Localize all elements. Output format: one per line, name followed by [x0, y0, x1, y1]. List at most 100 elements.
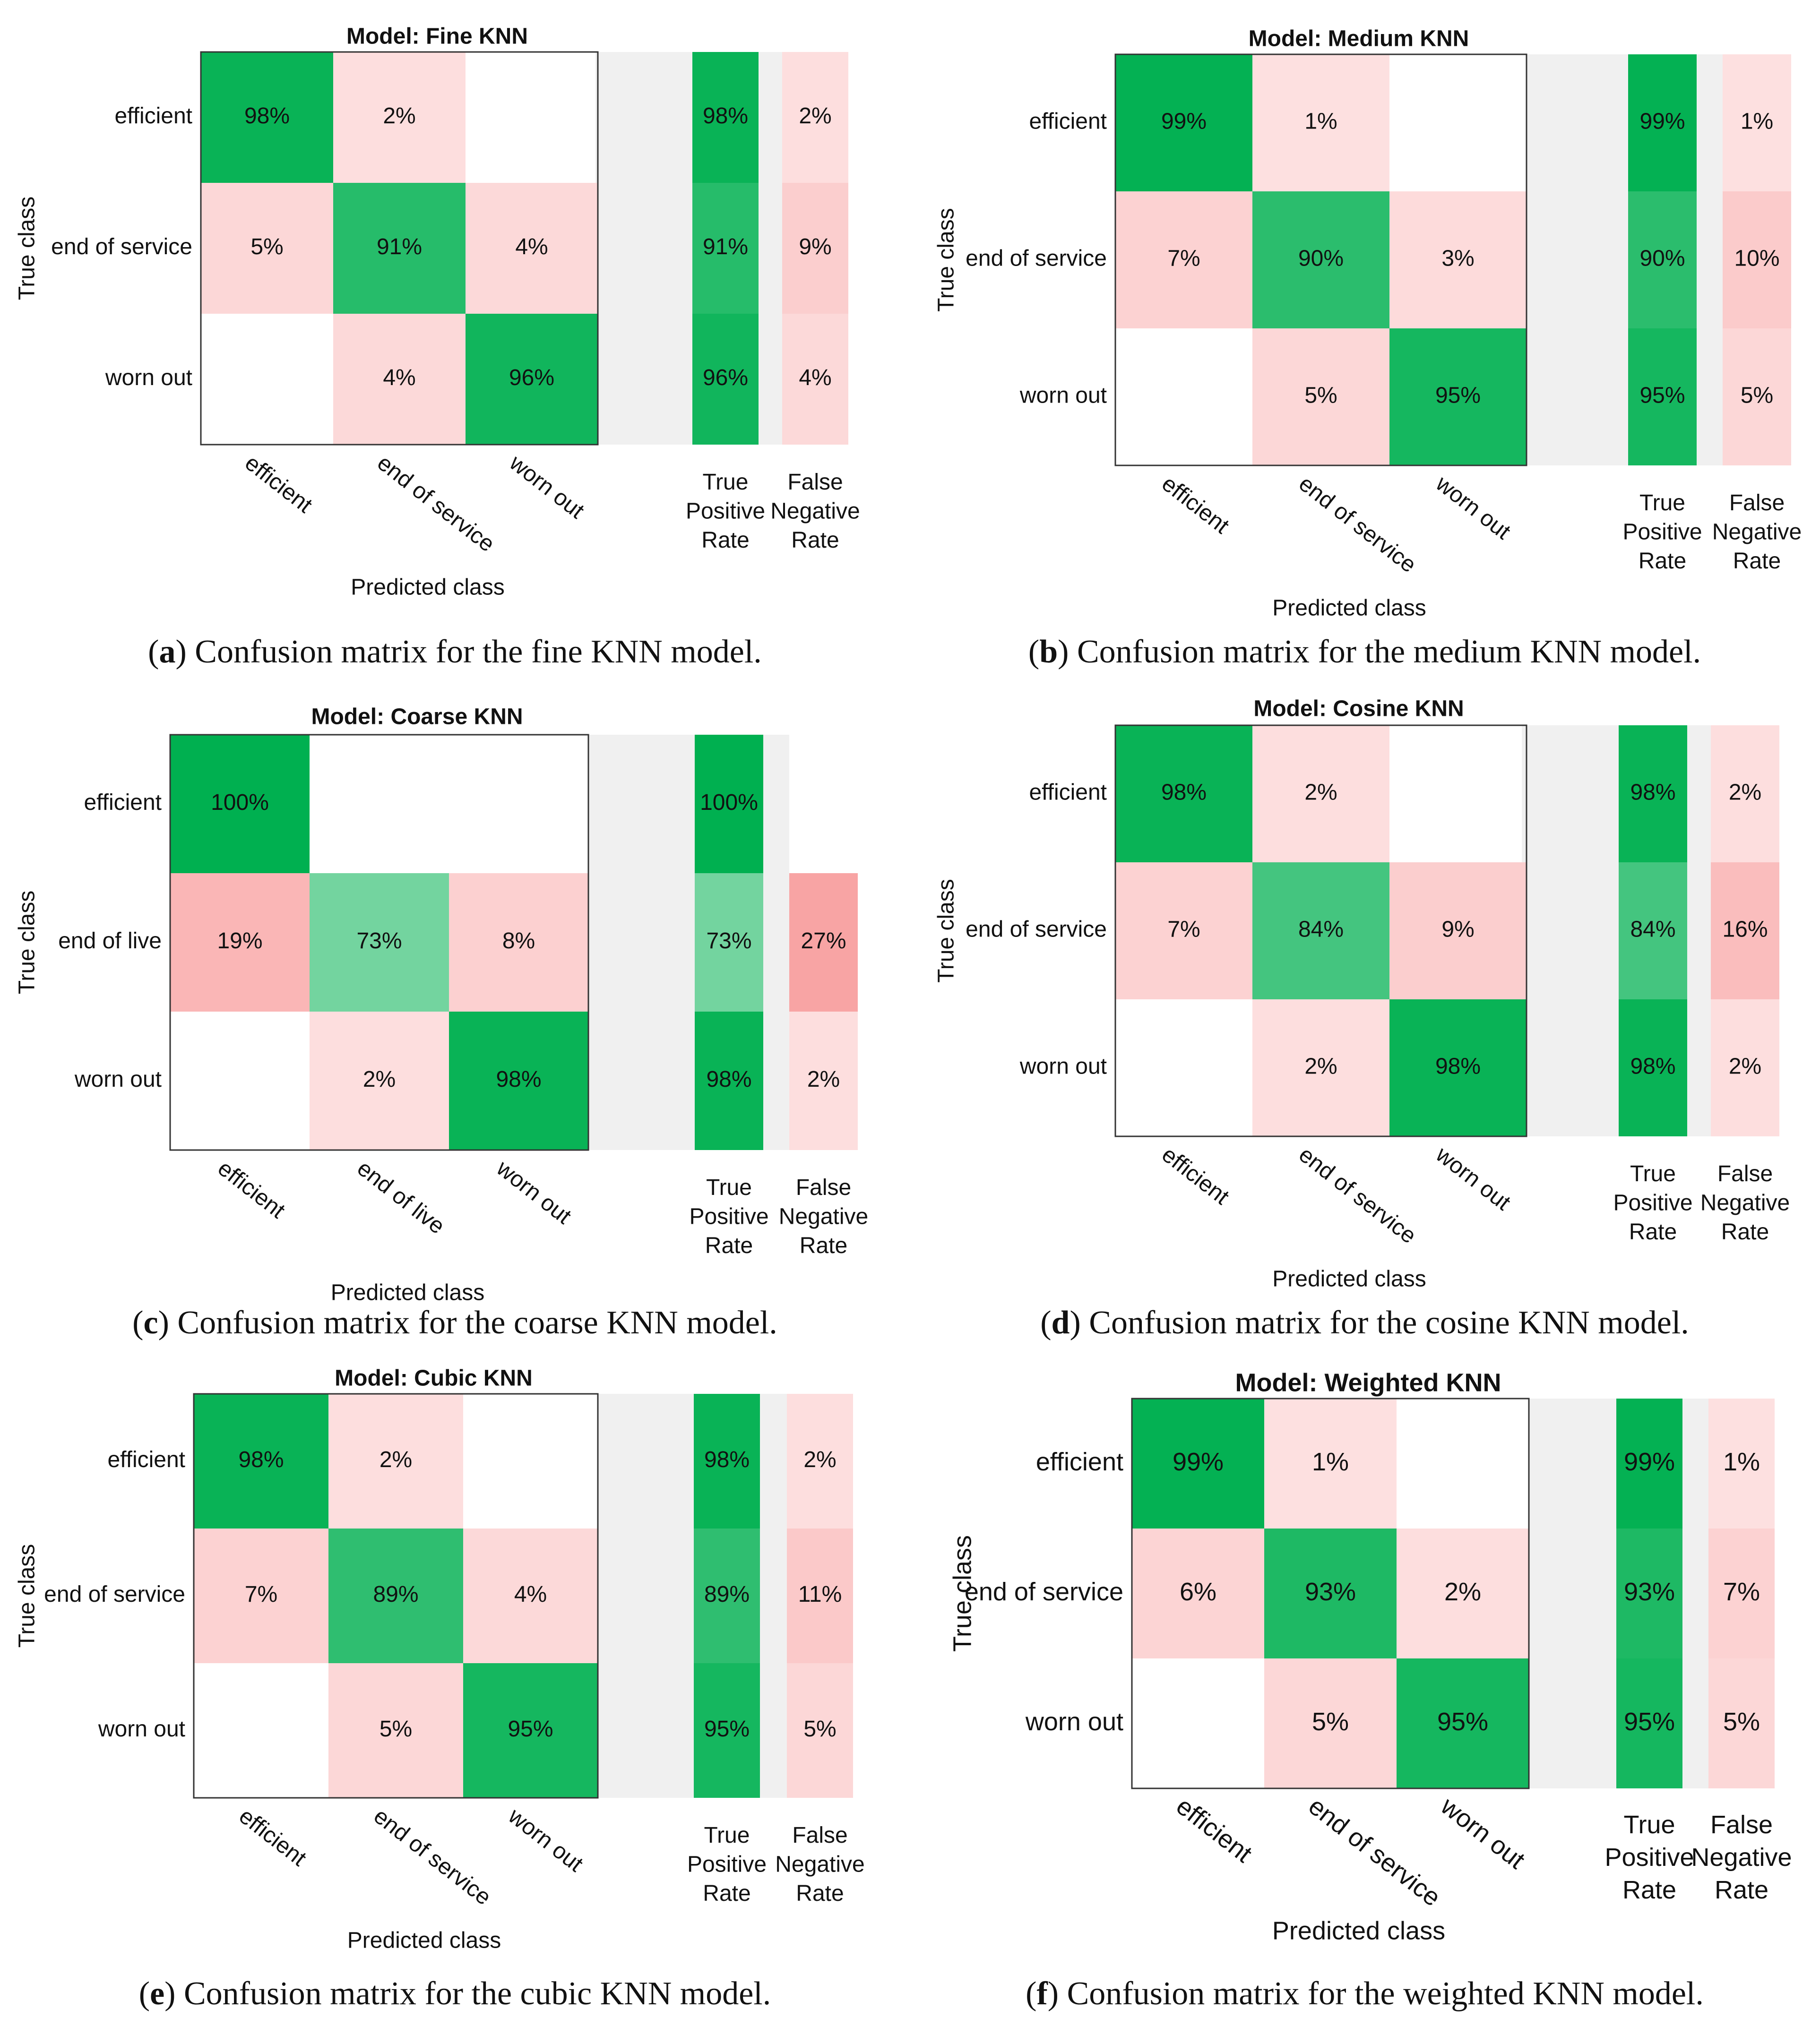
caption-f: (f) Confusion matrix for the weighted KN… — [1026, 1975, 1704, 2012]
tpr-cell — [695, 735, 763, 873]
fnr-value: 2% — [1729, 780, 1761, 805]
row-label: end of live — [58, 928, 162, 953]
row-label: worn out — [1019, 383, 1107, 408]
tpr-value: 100% — [700, 790, 758, 815]
cell-value: 90% — [1298, 246, 1344, 271]
separator-band — [760, 1394, 787, 1798]
cell-value: 93% — [1305, 1578, 1356, 1606]
fnr-value: 9% — [799, 234, 831, 259]
tpr-value: 98% — [706, 1067, 751, 1092]
separator-band — [1682, 1399, 1708, 1788]
confusion-matrix-b: Model: Medium KNN 99% 1% 99% 1% 7% 90% 3% 90% 10%… — [934, 26, 1802, 621]
tpr-cell — [1616, 1399, 1682, 1529]
cell-value: 73% — [356, 928, 402, 953]
row-label: efficient — [1029, 109, 1107, 134]
caption-text: Confusion matrix for the medium KNN mode… — [1077, 634, 1701, 670]
matrix-cell — [1115, 191, 1252, 328]
separator-band — [1697, 54, 1723, 465]
confusion-matrix-a: Model: Fine KNN 98% 2% 98% 2% 5% 91% 4% 91% 9% 4% 9… — [15, 24, 860, 600]
cell-value: 4% — [515, 234, 548, 259]
caption-letter: e — [150, 1975, 165, 2012]
fnr-cell — [782, 183, 848, 314]
tpr-value: 99% — [1639, 109, 1685, 134]
matrix-cell — [449, 1012, 588, 1150]
tpr-cell — [692, 183, 759, 314]
fnr-value: 7% — [1723, 1578, 1760, 1606]
row-label: end of service — [965, 1578, 1123, 1606]
cell-value: 98% — [1161, 780, 1207, 805]
tpr-cell — [1619, 725, 1687, 862]
caption-a: (a) Confusion matrix for the fine KNN mo… — [148, 634, 762, 670]
tpr-cell — [694, 1394, 760, 1529]
fnr-cell — [787, 1529, 853, 1663]
column-label: worn out — [1435, 1792, 1530, 1874]
cell-value: 98% — [244, 103, 290, 129]
row-label: end of service — [966, 246, 1107, 271]
tpr-cell — [694, 1663, 760, 1798]
summary-header: True Positive Rate — [1613, 1161, 1692, 1245]
matrix-cell — [466, 314, 598, 445]
cell-value: 5% — [380, 1717, 412, 1742]
matrix-cell — [333, 52, 466, 183]
cell-value: 1% — [1312, 1448, 1349, 1476]
matrix-cell — [170, 873, 310, 1012]
cell-value: 95% — [1435, 383, 1481, 408]
fnr-cell — [1711, 862, 1779, 999]
caption-letter: a — [159, 634, 176, 670]
tpr-cell — [1628, 54, 1697, 191]
cell-value: 98% — [496, 1067, 541, 1092]
tpr-value: 93% — [1624, 1578, 1675, 1606]
y-axis-label: True class — [934, 208, 959, 312]
matrix-cell — [1115, 862, 1252, 999]
fnr-value: 1% — [1741, 109, 1773, 134]
summary-header: False Negative Rate — [779, 1175, 868, 1258]
matrix-cell — [1389, 862, 1527, 999]
column-label: worn out — [1431, 1142, 1515, 1215]
matrix-cell — [1389, 999, 1527, 1136]
tpr-value: 95% — [1624, 1708, 1675, 1736]
summary-header: True Positive Rate — [689, 1175, 768, 1258]
row-label: efficient — [84, 790, 162, 815]
matrix-cell — [1115, 54, 1252, 191]
fnr-cell — [782, 52, 848, 183]
fnr-value: 5% — [803, 1717, 836, 1742]
fnr-value: 5% — [1741, 383, 1773, 408]
separator-band — [1687, 725, 1711, 1136]
cell-value: 89% — [373, 1582, 418, 1607]
confusion-matrix-f: Model: Weighted KNN 99% 1% 99% 1% 6% 93% 2% 93% 7… — [948, 1368, 1792, 1945]
column-label: efficient — [1171, 1792, 1258, 1868]
matrix-cell — [1115, 725, 1252, 862]
column-label: efficient — [1157, 1142, 1233, 1210]
x-axis-label: Predicted class — [351, 575, 504, 600]
tpr-cell — [1628, 191, 1697, 328]
matrix-cell — [449, 873, 588, 1012]
fnr-cell — [1708, 1658, 1775, 1788]
separator-band — [1529, 1399, 1616, 1788]
matrix-frame — [1131, 1398, 1530, 1789]
caption-text: Confusion matrix for the cubic KNN model… — [183, 1975, 771, 2012]
fnr-cell — [1708, 1399, 1775, 1529]
caption-b: (b) Confusion matrix for the medium KNN … — [1028, 634, 1701, 670]
summary-header: True Positive Rate — [686, 470, 765, 553]
caption-text: Confusion matrix for the coarse KNN mode… — [177, 1305, 777, 1341]
separator-band — [588, 735, 695, 1150]
matrix-cell — [463, 1663, 598, 1798]
row-label: worn out — [105, 365, 192, 390]
cell-value: 7% — [245, 1582, 277, 1607]
cell-value: 7% — [1167, 917, 1200, 942]
tpr-value: 89% — [704, 1582, 750, 1607]
column-label: end of service — [1303, 1792, 1446, 1912]
fnr-value: 27% — [801, 928, 846, 953]
cell-value: 8% — [502, 928, 535, 953]
x-axis-label: Predicted class — [331, 1280, 484, 1305]
tpr-value: 98% — [1630, 1054, 1675, 1079]
summary-header: False Negative Rate — [770, 470, 860, 553]
cell-value: 2% — [363, 1067, 396, 1092]
tpr-cell — [1628, 328, 1697, 465]
summary-header: False Negative Rate — [1712, 490, 1802, 574]
matrix-cell — [1252, 54, 1389, 191]
column-label: efficient — [1157, 471, 1233, 539]
column-label: end of service — [369, 1804, 496, 1910]
